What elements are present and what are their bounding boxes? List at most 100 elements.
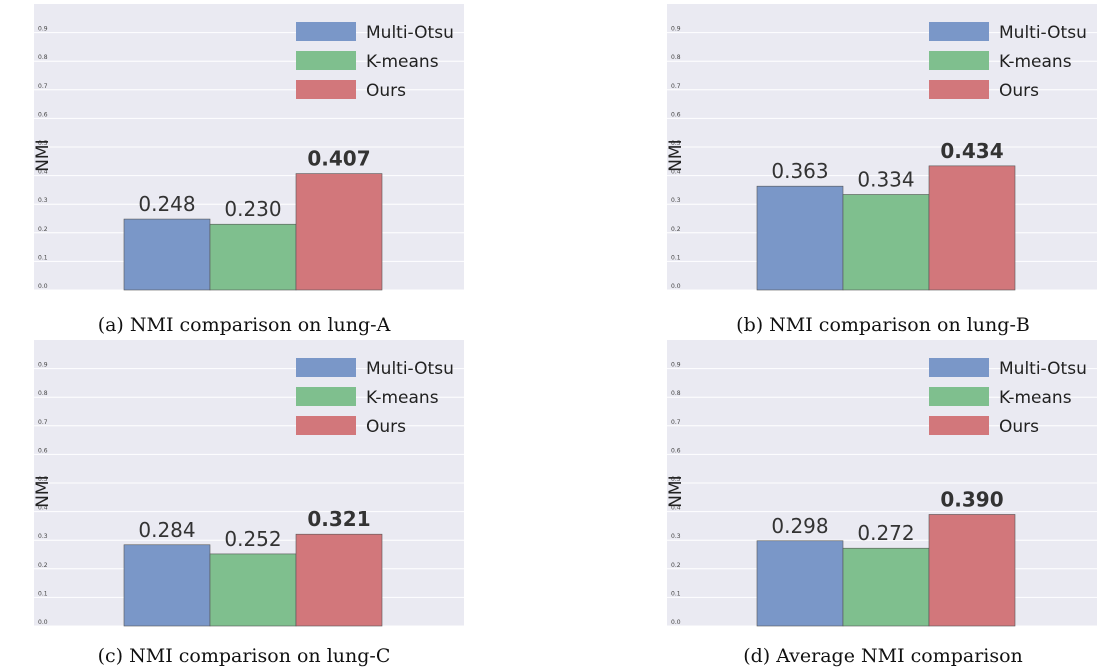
- bar-value-label: 0.230: [224, 197, 281, 221]
- legend-label: Ours: [999, 81, 1039, 101]
- legend-label: K-means: [999, 52, 1072, 72]
- legend-label: Ours: [366, 417, 406, 437]
- y-tick-label: 0.6: [671, 111, 681, 118]
- y-axis-label: NMI: [34, 139, 53, 171]
- bar-ours: [295, 173, 383, 291]
- bar-value-label: 0.390: [940, 487, 1003, 511]
- y-tick-label: 0.0: [671, 283, 681, 290]
- y-tick-label: 0.5: [38, 140, 48, 147]
- bar-value-label: 0.321: [307, 507, 370, 531]
- y-tick-label: 0.5: [671, 140, 681, 147]
- bar-value-label: 0.334: [857, 167, 914, 191]
- caption-b: (b) NMI comparison on lung-B: [736, 314, 1030, 336]
- y-tick-label: 0.9: [671, 26, 681, 33]
- legend-swatch: [929, 22, 989, 41]
- bar-value-label: 0.363: [771, 159, 828, 183]
- bar-value-label: 0.252: [224, 527, 281, 551]
- legend-label: Multi-Otsu: [366, 23, 454, 43]
- y-tick-label: 0.7: [38, 83, 48, 90]
- legend-label: K-means: [366, 52, 439, 72]
- bar-multi-otsu: [123, 544, 211, 627]
- y-tick-label: 0.7: [671, 83, 681, 90]
- bar-value-label: 0.407: [307, 147, 370, 171]
- bar-k-means: [209, 553, 297, 627]
- y-tick-label: 0.4: [38, 505, 48, 512]
- y-tick-label: 0.9: [38, 362, 48, 369]
- bar-chart-b: 0.0 0.1 0.2 0.3 0.4 0.5 0.6 0.7 0.8 0.9 NMI 0.363 0.…: [667, 4, 1097, 291]
- bar-value-label: 0.248: [138, 192, 195, 216]
- bar-chart-d: 0.0 0.1 0.2 0.3 0.4 0.5 0.6 0.7 0.8 0.9 NMI 0.298 0.…: [667, 340, 1097, 627]
- y-tick-label: 0.5: [671, 476, 681, 483]
- y-tick-label: 0.2: [671, 562, 681, 569]
- y-tick-label: 0.3: [38, 533, 48, 540]
- y-tick-label: 0.5: [38, 476, 48, 483]
- y-axis-label: NMI: [667, 475, 686, 507]
- chart-panel-d: 0.0 0.1 0.2 0.3 0.4 0.5 0.6 0.7 0.8 0.9 NMI 0.298 0.…: [667, 340, 1099, 632]
- bar-ours: [928, 165, 1016, 291]
- y-tick-label: 0.3: [671, 197, 681, 204]
- y-tick-label: 0.8: [38, 390, 48, 397]
- bar-value-label: 0.434: [940, 139, 1003, 163]
- legend-label: Multi-Otsu: [999, 23, 1087, 43]
- chart-panel-c: 0.0 0.1 0.2 0.3 0.4 0.5 0.6 0.7 0.8 0.9 NMI 0.284 0.…: [34, 340, 466, 632]
- legend-label: Multi-Otsu: [366, 359, 454, 379]
- y-tick-label: 0.1: [38, 254, 48, 261]
- y-tick-label: 0.1: [671, 590, 681, 597]
- legend-label: K-means: [366, 388, 439, 408]
- caption-d: (d) Average NMI comparison: [743, 645, 1023, 667]
- bar-value-label: 0.298: [771, 514, 828, 538]
- legend-label: Ours: [366, 81, 406, 101]
- legend-swatch: [296, 387, 356, 406]
- legend-swatch: [296, 416, 356, 435]
- legend-label: K-means: [999, 388, 1072, 408]
- legend-swatch: [929, 80, 989, 99]
- bar-ours: [928, 514, 1016, 627]
- y-tick-label: 0.3: [38, 197, 48, 204]
- chart-panel-b: 0.0 0.1 0.2 0.3 0.4 0.5 0.6 0.7 0.8 0.9 NMI 0.363 0.…: [667, 4, 1099, 296]
- legend-swatch: [296, 80, 356, 99]
- bar-multi-otsu: [756, 540, 844, 627]
- y-tick-label: 0.2: [671, 226, 681, 233]
- y-tick-label: 0.1: [671, 254, 681, 261]
- y-tick-label: 0.6: [38, 111, 48, 118]
- y-tick-label: 0.9: [671, 362, 681, 369]
- caption-c: (c) NMI comparison on lung-C: [97, 645, 391, 667]
- bar-chart-c: 0.0 0.1 0.2 0.3 0.4 0.5 0.6 0.7 0.8 0.9 NMI 0.284 0.…: [34, 340, 464, 627]
- y-tick-label: 0.8: [671, 390, 681, 397]
- y-tick-label: 0.3: [671, 533, 681, 540]
- legend-label: Multi-Otsu: [999, 359, 1087, 379]
- y-tick-label: 0.2: [38, 562, 48, 569]
- y-tick-label: 0.1: [38, 590, 48, 597]
- y-tick-label: 0.0: [38, 619, 48, 626]
- bar-value-label: 0.272: [857, 521, 914, 545]
- bar-k-means: [842, 547, 930, 627]
- y-tick-label: 0.0: [671, 619, 681, 626]
- y-tick-label: 0.8: [38, 54, 48, 61]
- y-tick-label: 0.6: [671, 447, 681, 454]
- y-tick-label: 0.0: [38, 283, 48, 290]
- bar-chart-a: 0.0 0.1 0.2 0.3 0.4 0.5 0.6 0.7 0.8 0.9 NMI 0.248 0.…: [34, 4, 464, 291]
- legend-swatch: [929, 387, 989, 406]
- y-tick-label: 0.6: [38, 447, 48, 454]
- y-axis-label: NMI: [667, 139, 686, 171]
- legend-swatch: [929, 416, 989, 435]
- legend-swatch: [296, 51, 356, 70]
- y-tick-label: 0.7: [38, 419, 48, 426]
- y-tick-label: 0.4: [671, 505, 681, 512]
- y-tick-label: 0.9: [38, 26, 48, 33]
- bar-value-label: 0.284: [138, 518, 195, 542]
- y-tick-label: 0.8: [671, 54, 681, 61]
- bar-multi-otsu: [756, 185, 844, 291]
- legend-swatch: [296, 22, 356, 41]
- legend-swatch: [929, 51, 989, 70]
- legend-swatch: [296, 358, 356, 377]
- y-tick-label: 0.4: [38, 169, 48, 176]
- legend-swatch: [929, 358, 989, 377]
- chart-panel-a: 0.0 0.1 0.2 0.3 0.4 0.5 0.6 0.7 0.8 0.9 NMI 0.248 0.…: [34, 4, 466, 296]
- y-tick-label: 0.4: [671, 169, 681, 176]
- caption-a: (a) NMI comparison on lung-A: [97, 314, 391, 336]
- bar-k-means: [842, 194, 930, 291]
- legend-label: Ours: [999, 417, 1039, 437]
- bar-multi-otsu: [123, 218, 211, 291]
- bar-ours: [295, 533, 383, 627]
